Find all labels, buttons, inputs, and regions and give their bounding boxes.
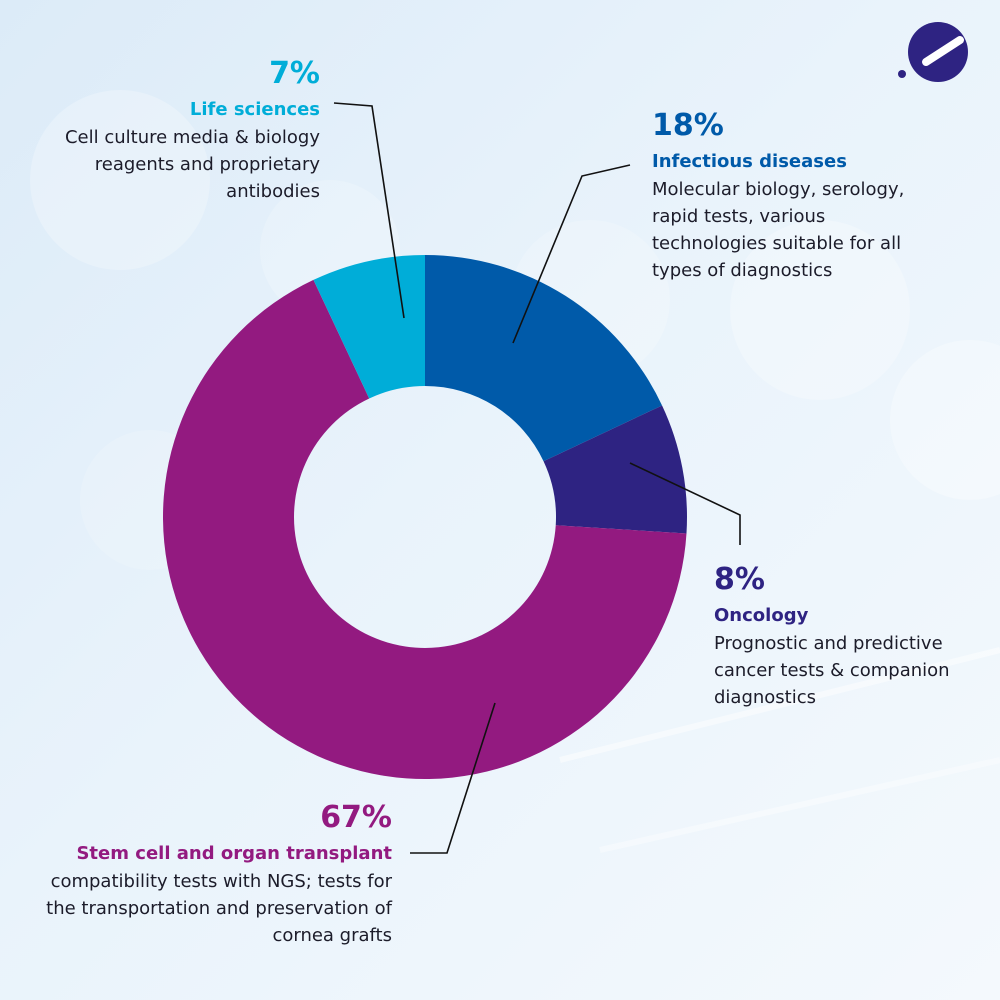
label-oncology: 8% Oncology Prognostic and predictive ca… <box>714 562 976 711</box>
infectious-diseases-description: Molecular biology, serology, rapid tests… <box>652 179 905 281</box>
label-stem-cell: 67% Stem cell and organ transplant compa… <box>40 800 392 949</box>
company-logo-icon <box>898 22 968 82</box>
life-sciences-percent: 7% <box>269 56 320 91</box>
label-life-sciences: 7% Life sciences Cell culture media & bi… <box>20 56 320 205</box>
oncology-percent: 8% <box>714 562 765 597</box>
label-infectious-diseases: 18% Infectious diseases Molecular biolog… <box>652 108 937 284</box>
stem-cell-title: Stem cell and organ transplant <box>76 843 392 864</box>
leader-stem-cell <box>410 702 496 854</box>
infectious-diseases-percent: 18% <box>652 108 724 143</box>
infectious-diseases-title: Infectious diseases <box>652 151 847 172</box>
oncology-description: Prognostic and predictive cancer tests &… <box>714 633 950 708</box>
leader-infectious-diseases <box>512 164 631 344</box>
slice-oncology <box>543 405 688 534</box>
leader-oncology <box>629 462 741 545</box>
oncology-title: Oncology <box>714 605 809 626</box>
life-sciences-title: Life sciences <box>189 99 320 120</box>
leader-life-sciences <box>333 102 405 319</box>
stem-cell-percent: 67% <box>320 800 392 835</box>
stem-cell-description: compatibility tests with NGS; tests for … <box>46 871 392 946</box>
slice-life-sciences <box>313 255 425 399</box>
slice-infectious-diseases <box>425 255 663 462</box>
life-sciences-description: Cell culture media & biology reagents an… <box>64 127 320 202</box>
slice-stem-cell-and-organ-transplant <box>163 279 687 779</box>
